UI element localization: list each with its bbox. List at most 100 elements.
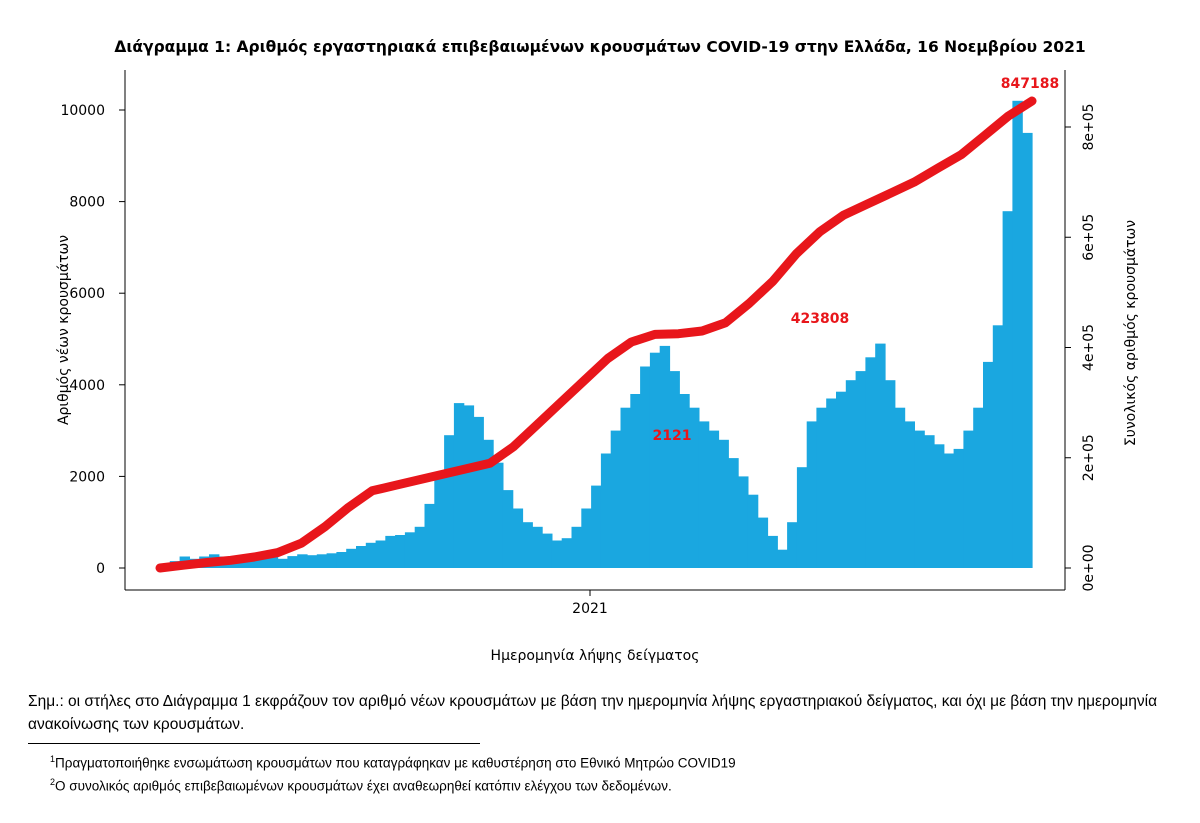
y-tick-label: 2000 [69, 469, 105, 485]
bar [424, 503, 435, 568]
bar [718, 439, 729, 568]
bar [571, 526, 582, 568]
bar [983, 361, 994, 568]
bar [885, 380, 896, 568]
bar [747, 494, 759, 568]
bar [591, 485, 602, 568]
footnote-divider [28, 743, 480, 744]
bar [385, 535, 396, 568]
cumulative-annotation: 423808 [791, 311, 849, 327]
chart-note: Σημ.: οι στήλες στο Διάγραμμα 1 εκφράζου… [28, 693, 1158, 733]
bar [934, 444, 945, 568]
cumulative-line-series [155, 96, 1037, 573]
bar [267, 556, 279, 568]
bar [904, 421, 915, 568]
bar [551, 540, 563, 568]
y2-axis-title: Συνολικός αριθμός κρουσμάτων [1123, 220, 1139, 446]
bar [463, 405, 475, 568]
bar [953, 448, 964, 568]
bar [845, 380, 857, 568]
bar [434, 476, 445, 568]
bar [796, 467, 808, 568]
bar [473, 416, 484, 568]
y2-tick-label: 4e+05 [1081, 324, 1097, 371]
bar [924, 435, 935, 568]
footnote-2-text: Ο συνολικός αριθμός επιβεβαιωμένων κρουσ… [55, 778, 672, 794]
bar [708, 430, 720, 568]
x-tick-label: 2021 [572, 601, 608, 617]
bar [836, 391, 847, 568]
axes [119, 70, 1071, 596]
bar [963, 430, 974, 568]
bar [787, 522, 798, 568]
x-axis-title: Ημερομηνία λήψης δείγματος [491, 648, 700, 664]
footnote-1-text: Πραγματοποιήθηκε ενσωμάτωση κρουσμάτων π… [55, 755, 736, 771]
bar [502, 490, 514, 568]
bar [767, 535, 778, 568]
bar [561, 538, 573, 568]
y-tick-label: 8000 [69, 195, 105, 211]
bar [640, 366, 651, 568]
bar [1012, 100, 1023, 569]
bar [287, 556, 298, 568]
y-tick-label: 0 [96, 561, 105, 577]
bar [512, 508, 524, 568]
bar [894, 407, 906, 568]
bar [404, 532, 416, 568]
bar [816, 407, 827, 568]
bar [669, 371, 680, 568]
bar [777, 549, 788, 568]
footnote-2: 2Ο συνολικός αριθμός επιβεβαιωμένων κρου… [50, 777, 672, 794]
bar [336, 552, 347, 568]
bar [375, 540, 386, 568]
footnote-2-mark: 2 [50, 777, 56, 787]
y2-tick-label: 0e+00 [1081, 544, 1097, 591]
bar [806, 421, 818, 568]
bar [689, 407, 700, 568]
y2-tick-label: 8e+05 [1081, 103, 1097, 150]
y-tick-label: 4000 [69, 378, 105, 394]
bar [522, 522, 533, 568]
bar [600, 453, 612, 568]
bar [630, 394, 641, 568]
bar [738, 476, 749, 568]
cumulative-annotation: 2121 [653, 428, 692, 444]
bar [698, 421, 710, 568]
bar [943, 453, 955, 568]
bar [277, 558, 288, 568]
bar [620, 407, 631, 568]
bar [914, 430, 925, 568]
bar [258, 553, 269, 568]
bar [855, 371, 866, 568]
bar [307, 555, 318, 568]
bar [444, 435, 455, 568]
bar [992, 325, 1004, 568]
y2-tick-label: 2e+05 [1081, 434, 1097, 481]
bar [757, 517, 769, 568]
footnote-1: 1Πραγματοποιήθηκε ενσωμάτωση κρουσμάτων … [50, 754, 736, 771]
bar [297, 554, 308, 568]
y-tick-label: 6000 [69, 286, 105, 302]
bar [1002, 211, 1013, 568]
bar [728, 458, 739, 568]
bar [865, 357, 876, 568]
bar [1022, 132, 1033, 568]
bar [395, 535, 406, 568]
y2-tick-label: 6e+05 [1081, 214, 1097, 261]
bar [659, 345, 671, 568]
bar [483, 439, 494, 568]
bar [581, 508, 592, 568]
y-tick-label: 10000 [60, 103, 105, 119]
chart-labels: 0 2000 4000 6000 8000 10000 0e+00 2e+05 4e+05 6e+… [56, 76, 1139, 664]
chart-title: Διάγραμμα 1: Αριθμός εργαστηριακά επιβεβ… [114, 38, 1086, 56]
bar [649, 352, 661, 568]
bar [826, 398, 837, 568]
y-axis-title: Αριθμός νέων κρουσμάτων [56, 235, 72, 425]
bar [346, 548, 357, 568]
bar [679, 394, 690, 568]
bar [973, 407, 984, 568]
bar [875, 343, 886, 568]
bar [356, 546, 367, 568]
footnote-1-mark: 1 [50, 754, 56, 764]
bar [316, 554, 328, 568]
